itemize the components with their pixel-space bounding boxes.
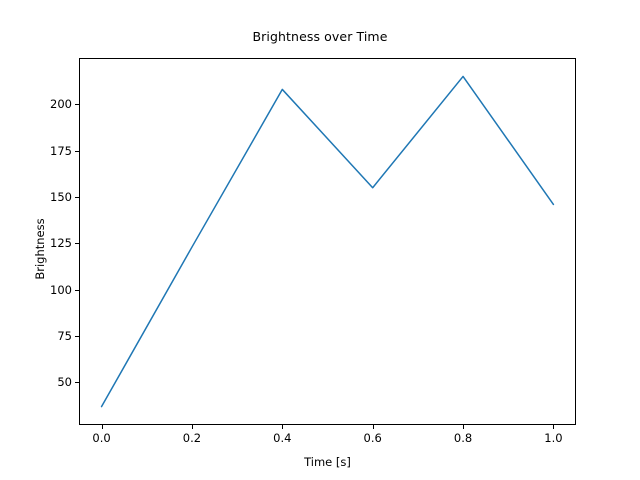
y-tick-mark bbox=[75, 289, 79, 291]
x-tick-label: 0.2 bbox=[182, 431, 202, 445]
y-tick-mark bbox=[75, 104, 79, 106]
x-tick-label: 0.4 bbox=[273, 431, 292, 445]
x-tick-mark bbox=[463, 425, 465, 429]
y-axis-tick-labels: 50 75 100 125 150 175 200 bbox=[0, 0, 72, 480]
plot-area bbox=[100, 75, 555, 408]
y-tick-mark bbox=[75, 150, 79, 152]
axes-frame bbox=[79, 58, 576, 425]
x-tick-mark bbox=[553, 425, 555, 429]
x-tick-mark bbox=[282, 425, 284, 429]
y-tick-label: 75 bbox=[57, 329, 72, 344]
x-tick-label: 0.0 bbox=[92, 431, 111, 445]
x-tick-mark bbox=[191, 425, 193, 429]
y-tick-label: 150 bbox=[50, 189, 72, 204]
y-tick-label: 175 bbox=[50, 143, 72, 158]
y-axis-label: Brightness bbox=[33, 217, 47, 280]
x-tick-mark bbox=[101, 425, 103, 429]
x-axis-label: Time [s] bbox=[304, 455, 351, 469]
y-tick-label: 50 bbox=[57, 375, 72, 390]
x-tick-label: 0.6 bbox=[363, 431, 382, 445]
x-tick-label: 0.8 bbox=[453, 431, 473, 445]
y-tick-label: 200 bbox=[50, 97, 72, 112]
y-tick-label: 100 bbox=[50, 282, 72, 297]
y-tick-mark bbox=[75, 196, 79, 198]
brightness-line-series bbox=[100, 75, 555, 408]
y-tick-mark bbox=[75, 243, 79, 245]
y-tick-label: 125 bbox=[50, 236, 72, 251]
y-axis-label-wrap: Brightness bbox=[18, 58, 47, 425]
chart-title: Brightness over Time bbox=[252, 29, 388, 44]
y-tick-mark bbox=[75, 336, 79, 338]
x-tick-label: 1.0 bbox=[544, 431, 563, 445]
y-tick-mark bbox=[75, 382, 79, 384]
x-tick-mark bbox=[372, 425, 374, 429]
